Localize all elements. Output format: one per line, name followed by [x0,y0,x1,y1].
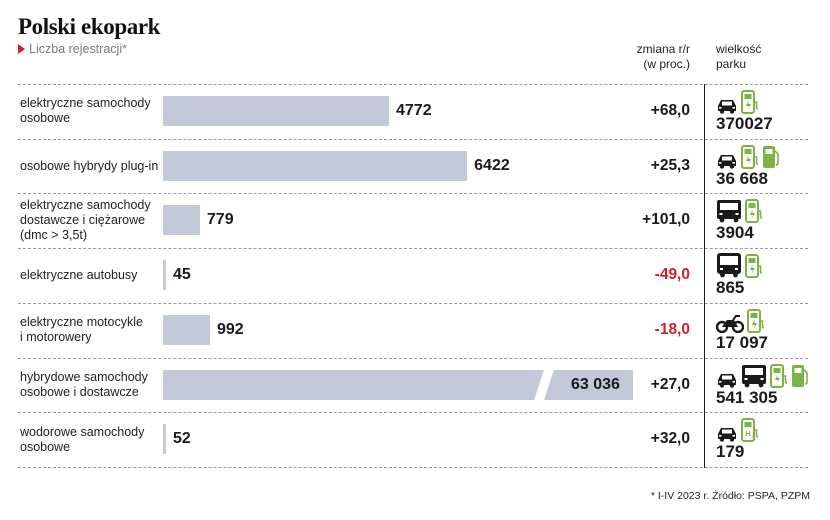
bar [163,260,166,291]
truck-icon [716,199,742,223]
row-label: elektryczne autobusy [20,267,138,282]
car-icon [716,426,738,442]
fleet-count: 3904 [716,223,754,243]
subtitle-marker-icon [18,44,25,54]
ev-charger-icon [747,308,765,333]
footnote: * I-IV 2023 r. Źródło: PSPA, PZPM [650,490,810,502]
row-label: elektryczne samochody osobowe [20,96,151,126]
row-label: hybrydowe samochody osobowe i dostawcze [20,369,148,399]
ev-charger-icon [741,144,759,169]
fleet-count: 370027 [716,114,773,133]
ev-charger-icon [741,90,759,114]
ev-charger-icon [770,363,788,388]
chart-row: elektryczne motocykle i motorowery 992 -18… [0,303,830,357]
row-label: elektryczne samochody dostawcze i ciężar… [20,198,151,243]
fleet-column-divider [704,84,705,468]
vehicle-icons [716,363,809,388]
data-label: 779 [206,211,234,229]
truck-icon [741,364,767,388]
vehicle-icons [716,199,763,224]
vehicle-icons [716,308,765,333]
change-value: -18,0 [654,320,690,338]
chart-row: osobowe hybrydy plug-in 6422 +25,3 36 668 [0,139,830,193]
row-divider [18,138,808,140]
row-label: wodorowe samochody osobowe [20,424,145,454]
bar [163,369,633,400]
car-icon [716,372,738,388]
change-value: +68,0 [650,102,690,119]
fleet-count: 17 097 [716,332,768,352]
row-divider [18,466,808,468]
car-icon [716,153,738,169]
column-header-change: zmiana r/r (w proc.) [636,42,690,71]
change-value: +101,0 [642,211,690,229]
bar [163,424,166,455]
row-divider [18,412,808,414]
chart-row: hybrydowe samochody osobowe i dostawcze 6… [0,358,830,412]
column-header-fleet: wielkość parku [716,42,762,71]
subtitle-text: Liczba rejestracji* [29,42,127,56]
fleet-count: 179 [716,442,745,462]
vehicle-icons [716,90,759,114]
fleet-count: 541 305 [716,387,778,407]
bus-icon [716,252,742,278]
data-label: 45 [173,266,191,284]
row-divider [18,84,808,85]
change-value: +25,3 [650,156,690,174]
fleet-count: 36 668 [716,168,768,188]
fuel-pump-icon [762,145,780,169]
data-label: 52 [173,430,191,448]
vehicle-icons [716,144,780,169]
bar [163,205,200,236]
row-divider [18,357,808,359]
bar [163,314,210,345]
row-label: osobowe hybrydy plug-in [20,158,159,173]
row-label: elektryczne motocykle i motorowery [20,315,143,345]
bar [163,96,389,126]
data-label: 4772 [396,102,432,119]
chart-row: elektryczne samochody dostawcze i ciężar… [0,193,830,247]
car-icon [716,98,738,114]
chart-title: Polski ekopark [18,14,161,39]
data-label: 6422 [474,156,510,174]
change-value: -49,0 [654,266,690,284]
fleet-count: 865 [716,278,745,298]
fuel-pump-icon [791,364,809,388]
row-divider [18,302,808,304]
motorcycle-icon [716,314,744,333]
ev-charger-icon [745,254,763,279]
row-divider [18,193,808,195]
change-value: +32,0 [650,430,690,448]
bar [163,150,468,181]
data-label: 992 [216,320,244,338]
row-divider [18,248,808,250]
chart-row: elektryczne samochody osobowe 4772 +68,0 37… [0,84,830,138]
chart-row: elektryczne autobusy 45 -49,0 865 [0,248,830,302]
svg-text:2: 2 [752,434,755,439]
chart-subtitle: Liczba rejestracji* [18,42,127,56]
ev-charger-icon [745,199,763,224]
chart-row: wodorowe samochody osobowe 52 +32,0 H 2 179 [0,412,830,466]
data-label: 63 036 [571,375,620,393]
svg-text:H: H [745,431,750,438]
vehicle-icons [716,252,763,279]
change-value: +27,0 [650,375,690,393]
